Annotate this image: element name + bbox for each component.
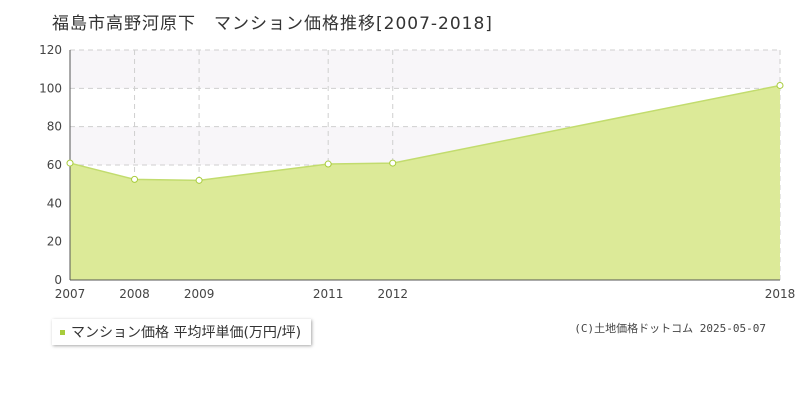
legend-swatch [60,329,65,335]
x-tick-label: 2018 [765,287,796,301]
y-tick-label: 40 [47,196,62,210]
x-tick-label: 2012 [377,287,408,301]
series-line [69,84,781,182]
legend-label: マンション価格 平均坪単価(万円/坪) [71,325,302,341]
y-tick-label: 80 [47,120,62,134]
y-tick-label: 60 [47,158,62,172]
x-tick-label: 2011 [313,287,344,301]
y-tick-label: 0 [54,273,62,287]
series-area [70,85,780,280]
data-point [389,159,397,167]
data-point [776,81,784,89]
chart-plot: 0 20 40 60 80 100 120 2007 2008 2009 2011 2012 2018 [39,43,796,301]
x-tick-label: 2007 [55,287,86,301]
source-credit: (C)土地価格ドットコム 2025-05-07 [574,322,766,335]
x-tick-label: 2009 [184,287,215,301]
data-point [131,175,139,183]
data-point [195,176,203,184]
grid-band [70,50,780,89]
data-point [66,159,74,167]
chart-title: 福島市高野河原下 マンション価格推移[2007-2018] [52,14,493,34]
y-tick-label: 20 [47,235,62,249]
y-tick-label: 120 [39,43,62,57]
legend: マンション価格 平均坪単価(万円/坪) [52,319,312,345]
data-point [324,160,332,168]
y-tick-label: 100 [39,81,62,95]
x-tick-label: 2008 [119,287,150,301]
